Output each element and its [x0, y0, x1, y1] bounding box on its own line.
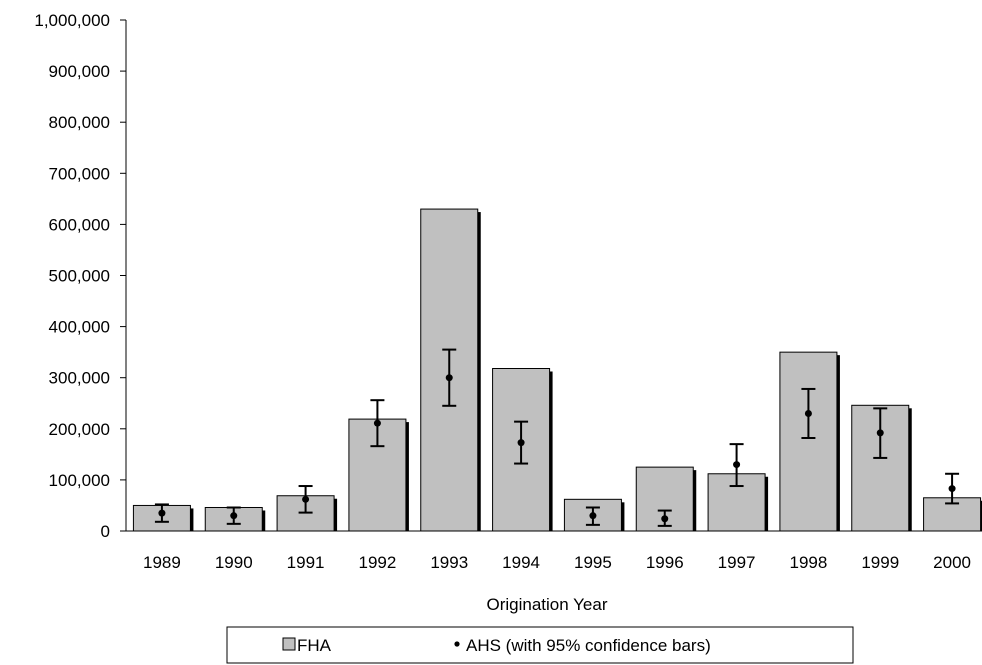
x-tick-label: 1993 [430, 553, 468, 572]
x-tick-label: 1989 [143, 553, 181, 572]
legend-label-ahs: AHS (with 95% confidence bars) [466, 636, 711, 655]
x-axis: 1989 1990 1991 1992 1993 1994 1995 1996 1997 1998… [126, 530, 982, 572]
ahs-point [302, 495, 310, 503]
y-tick-label: 1,000,000 [34, 11, 110, 30]
ahs-point [373, 419, 381, 427]
ahs-point [445, 374, 453, 382]
ahs-point [733, 461, 741, 469]
y-tick-label: 500,000 [49, 267, 110, 286]
ahs-point [230, 512, 238, 520]
y-tick-label: 100,000 [49, 471, 110, 490]
x-tick-label: 1996 [646, 553, 684, 572]
legend: FHA AHS (with 95% confidence bars) [226, 626, 854, 664]
ahs-point [804, 409, 812, 417]
legend-label-fha: FHA [297, 636, 332, 655]
x-tick-label: 1999 [861, 553, 899, 572]
fha-bars [132, 208, 982, 532]
x-tick-label: 1998 [790, 553, 828, 572]
y-tick-label: 0 [101, 522, 110, 541]
x-tick-label: 1992 [359, 553, 397, 572]
x-tick-label: 1997 [718, 553, 756, 572]
y-tick-label: 900,000 [49, 62, 110, 81]
ahs-point [158, 509, 166, 517]
y-tick-label: 700,000 [49, 164, 110, 183]
x-tick-label: 1994 [502, 553, 540, 572]
legend-box [226, 626, 854, 664]
ahs-point [876, 429, 884, 437]
legend-swatch-fha [282, 637, 296, 651]
x-tick-label: 1995 [574, 553, 612, 572]
y-tick-label: 800,000 [49, 113, 110, 132]
x-tick-label: 1991 [287, 553, 325, 572]
x-axis-title: Origination Year [487, 595, 608, 614]
y-tick-label: 600,000 [49, 215, 110, 234]
ahs-point [517, 439, 525, 447]
x-tick-label: 2000 [933, 553, 971, 572]
y-axis: 0 100,000 200,000 300,000 400,000 500,000 600,… [34, 11, 127, 541]
ahs-point [948, 485, 956, 493]
y-tick-label: 300,000 [49, 369, 110, 388]
y-tick-label: 200,000 [49, 420, 110, 439]
ahs-point [589, 512, 597, 520]
bar [779, 351, 838, 532]
ahs-errorbars [154, 348, 960, 527]
x-tick-label: 1990 [215, 553, 253, 572]
legend-marker-ahs [454, 641, 460, 647]
ahs-point [661, 515, 669, 523]
y-tick-label: 400,000 [49, 318, 110, 337]
